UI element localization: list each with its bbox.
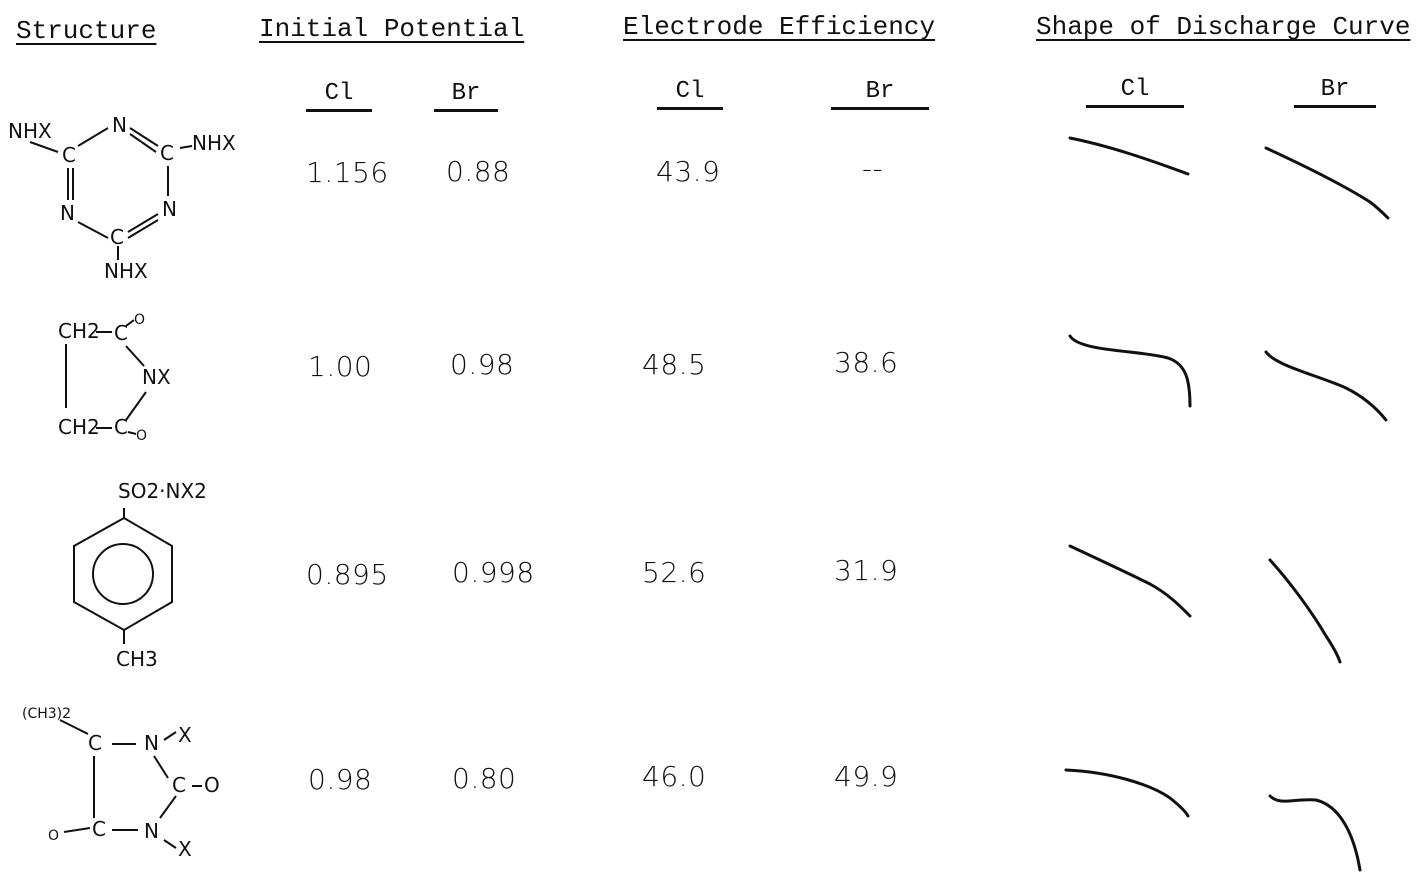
discharge-curve-row3-br bbox=[1268, 558, 1342, 664]
structure-toluenesulfonamide: SO2·NX2 CH3 bbox=[73, 479, 207, 671]
atom-label: C bbox=[114, 415, 128, 439]
atom-label: SO2·NX2 bbox=[118, 479, 207, 503]
atom-label: O bbox=[204, 773, 220, 797]
atom-label: N bbox=[60, 201, 75, 225]
subheader-ee-cl-rule bbox=[657, 107, 723, 110]
subheader-ip-cl: Cl bbox=[324, 80, 354, 107]
atom-label: C bbox=[88, 731, 102, 755]
atom-label: N bbox=[162, 197, 177, 221]
subheader-dc-br: Br bbox=[1320, 76, 1350, 103]
atom-label: O bbox=[136, 428, 147, 444]
discharge-curve-row4-br bbox=[1268, 794, 1362, 872]
row2-ip-br: 0.98 bbox=[450, 348, 515, 381]
row3-ip-br: 0.998 bbox=[452, 556, 535, 589]
atom-label: O bbox=[48, 828, 59, 844]
atom-label: NHX bbox=[192, 131, 236, 155]
header-electrode-efficiency: Electrode Efficiency bbox=[623, 12, 936, 42]
row3-ee-br: 31.9 bbox=[834, 554, 899, 587]
row2-ee-cl: 48.5 bbox=[642, 348, 707, 381]
row3-ee-cl: 52.6 bbox=[642, 556, 707, 589]
atom-label: C bbox=[110, 225, 124, 249]
row4-ee-cl: 46.0 bbox=[642, 760, 707, 793]
row1-ip-br: 0.88 bbox=[446, 155, 511, 188]
atom-label: NHX bbox=[104, 259, 148, 283]
atom-label: C bbox=[172, 773, 186, 797]
row4-ip-br: 0.80 bbox=[452, 762, 517, 795]
atom-label: X bbox=[178, 837, 192, 861]
header-structure: Structure bbox=[16, 16, 157, 46]
row1-ip-cl: 1.156 bbox=[306, 156, 389, 189]
structure-hydantoin: (CH3)2 C N X C O O C N X bbox=[22, 706, 220, 861]
atom-label: C bbox=[62, 143, 76, 167]
header-initial-potential: Initial Potential bbox=[259, 14, 525, 44]
discharge-curve-row2-br bbox=[1264, 350, 1388, 422]
atom-label: NX bbox=[142, 365, 171, 389]
row4-ip-cl: 0.98 bbox=[308, 763, 373, 796]
subheader-dc-cl: Cl bbox=[1120, 76, 1150, 103]
subheader-dc-cl-rule bbox=[1086, 105, 1184, 108]
atom-label: CH2 bbox=[58, 319, 100, 343]
row2-ee-br: 38.6 bbox=[834, 346, 899, 379]
discharge-curve-row2-cl bbox=[1068, 334, 1192, 408]
subheader-ee-cl: Cl bbox=[675, 78, 705, 105]
subheader-ip-br: Br bbox=[451, 80, 481, 107]
discharge-curve-row1-br bbox=[1264, 146, 1390, 220]
atom-label: O bbox=[134, 312, 145, 328]
row3-ip-cl: 0.895 bbox=[306, 558, 389, 591]
subheader-dc-br-rule bbox=[1294, 105, 1376, 108]
row4-ee-br: 49.9 bbox=[834, 760, 899, 793]
subheader-ee-br-rule bbox=[831, 107, 929, 110]
atom-label: C bbox=[92, 817, 106, 841]
atom-label: C bbox=[114, 321, 128, 345]
atom-label: X bbox=[178, 723, 192, 747]
atom-label: CH2 bbox=[58, 415, 100, 439]
atom-label: N bbox=[144, 731, 159, 755]
atom-label: C bbox=[160, 141, 174, 165]
atom-label: N bbox=[112, 113, 127, 137]
atom-label: CH3 bbox=[116, 647, 158, 671]
row2-ip-cl: 1.00 bbox=[308, 350, 373, 383]
atom-label: (CH3)2 bbox=[22, 706, 71, 722]
subheader-ip-cl-rule bbox=[306, 109, 372, 112]
header-discharge-curve: Shape of Discharge Curve bbox=[1036, 12, 1411, 42]
discharge-curve-row3-cl bbox=[1068, 544, 1192, 618]
atom-label: N bbox=[144, 819, 159, 843]
atom-label: NHX bbox=[8, 119, 52, 143]
subheader-ip-br-rule bbox=[434, 109, 498, 112]
discharge-curve-row4-cl bbox=[1064, 768, 1190, 818]
row1-ee-br: -- bbox=[862, 152, 884, 185]
discharge-curve-row1-cl bbox=[1068, 136, 1190, 176]
structure-succinimide: CH2 C O NX CH2 C O bbox=[58, 312, 171, 444]
row1-ee-cl: 43.9 bbox=[656, 155, 721, 188]
structure-triazine: NHX N C C NHX N N C NHX bbox=[8, 113, 236, 283]
subheader-ee-br: Br bbox=[865, 78, 895, 105]
